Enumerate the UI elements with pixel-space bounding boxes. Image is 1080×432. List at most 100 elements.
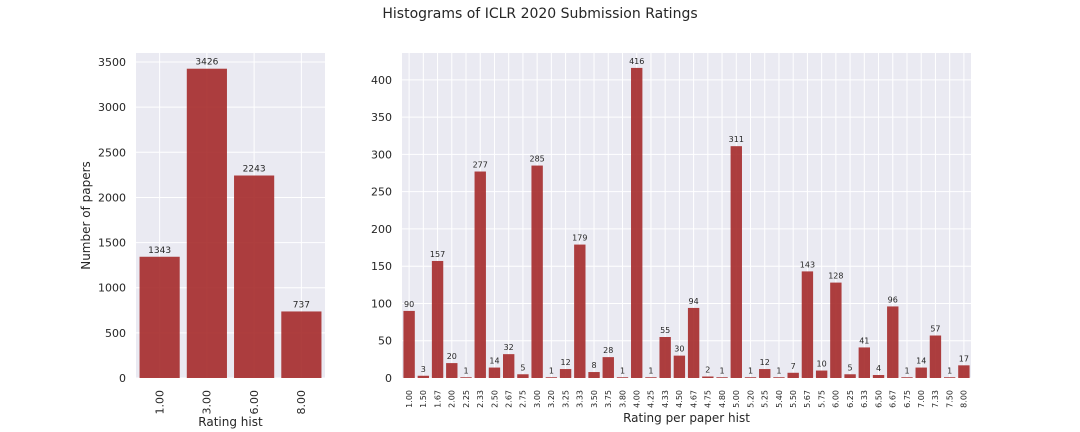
y-tick-label: 400 — [371, 74, 392, 87]
x-tick-label: 6.00 — [832, 390, 841, 408]
bar-value-label: 1343 — [148, 246, 171, 256]
x-tick-label: 2.00 — [448, 390, 457, 408]
bar — [844, 374, 856, 378]
x-tick-label: 2.33 — [476, 390, 485, 408]
bar — [730, 146, 742, 378]
bar — [460, 377, 472, 378]
bar — [588, 372, 600, 378]
bar-value-label: 94 — [689, 297, 699, 306]
y-tick-label: 250 — [371, 186, 392, 199]
bar-value-label: 96 — [888, 295, 898, 304]
bar-value-label: 12 — [760, 358, 770, 367]
bar — [673, 355, 686, 378]
x-tick-label: 6.33 — [860, 390, 869, 408]
bar — [887, 306, 899, 378]
bar-value-label: 5 — [848, 363, 853, 372]
bar-value-label: 10 — [817, 360, 827, 369]
bar — [602, 357, 614, 378]
bar-value-label: 1 — [463, 366, 468, 375]
x-tick-label: 1.00 — [405, 390, 414, 408]
bar-value-label: 1 — [748, 366, 753, 375]
bar — [488, 367, 501, 378]
y-tick-label: 1000 — [98, 282, 126, 295]
bar-value-label: 2243 — [243, 165, 266, 175]
bar — [574, 244, 586, 378]
bar — [716, 377, 728, 378]
x-tick-label: 1.67 — [433, 390, 442, 408]
y-tick-label: 100 — [371, 297, 392, 310]
x-tick-label: 3.20 — [547, 390, 556, 408]
bar-value-label: 4 — [876, 364, 881, 373]
x-tick-label: 5.20 — [746, 390, 755, 408]
x-tick-label: 3.25 — [561, 390, 570, 408]
x-tick-label: 3.50 — [590, 390, 599, 408]
bar-value-label: 5 — [520, 363, 525, 372]
bar — [446, 363, 458, 378]
y-tick-label: 150 — [371, 260, 392, 273]
x-tick-label: 2.67 — [504, 390, 513, 408]
bar-value-label: 3426 — [195, 58, 218, 68]
bar — [958, 365, 970, 378]
y-tick-label: 0 — [385, 372, 392, 385]
bar — [872, 375, 885, 378]
x-tick-label: 5.00 — [732, 390, 741, 408]
bar — [801, 271, 814, 378]
bar — [403, 310, 415, 378]
bar — [744, 377, 757, 378]
bar — [631, 67, 643, 378]
bar — [787, 372, 799, 378]
bar — [502, 354, 515, 378]
bar — [929, 335, 942, 378]
x-tick-label: 5.50 — [789, 390, 798, 408]
x-tick-label: 8.00 — [960, 390, 969, 408]
y-tick-label: 0 — [119, 372, 126, 385]
bar-value-label: 737 — [293, 300, 310, 310]
x-tick-label: 4.67 — [689, 390, 698, 408]
rating-hist-chart: 0 500 1000 1500 2000 2500 3000 3500 1343 1.00 3426… — [79, 53, 325, 429]
x-tick-label: 3.80 — [618, 390, 627, 408]
bar — [139, 256, 180, 378]
x-tick-label: 6.67 — [889, 390, 898, 408]
bar-value-label: 12 — [560, 358, 570, 367]
y-tick-label: 3500 — [98, 56, 126, 69]
bar — [281, 311, 322, 378]
bar — [773, 377, 785, 378]
x-tick-label: 8.00 — [295, 390, 308, 415]
x-tick-label: 4.50 — [675, 390, 684, 408]
y-axis-label: Number of papers — [79, 161, 93, 270]
bar-value-label: 1 — [947, 366, 952, 375]
bar — [517, 374, 529, 378]
y-tick-label: 50 — [378, 335, 392, 348]
bar-value-label: 416 — [629, 57, 644, 66]
x-tick-label: 3.33 — [576, 390, 585, 408]
bar — [431, 260, 444, 378]
x-tick-label: 7.33 — [931, 390, 940, 408]
y-tick-label: 200 — [371, 223, 392, 236]
bar — [943, 377, 956, 378]
y-tick-label: 500 — [105, 327, 126, 340]
x-tick-label: 1.50 — [419, 390, 428, 408]
bar-value-label: 30 — [674, 345, 684, 354]
bar-value-label: 1 — [904, 366, 909, 375]
bar-value-label: 3 — [421, 365, 426, 374]
bar-value-label: 90 — [404, 300, 414, 309]
figure-title: Histograms of ICLR 2020 Submission Ratin… — [382, 6, 698, 22]
bar — [559, 369, 572, 378]
bar — [417, 375, 430, 378]
x-tick-label: 4.75 — [704, 390, 713, 408]
x-tick-label: 3.75 — [604, 390, 613, 408]
bar — [234, 175, 275, 378]
bar-value-label: 32 — [504, 343, 514, 352]
x-axis-label: Rating hist — [198, 415, 263, 429]
x-tick-label: 6.50 — [874, 390, 883, 408]
y-tick-label: 2000 — [98, 191, 126, 204]
bar — [645, 377, 657, 378]
bar-value-label: 14 — [916, 357, 926, 366]
bar-value-label: 41 — [859, 336, 869, 345]
x-tick-label: 7.00 — [917, 390, 926, 408]
bar — [915, 367, 927, 378]
x-tick-label: 5.25 — [761, 390, 770, 408]
bar-value-label: 179 — [572, 234, 587, 243]
bar-value-label: 1 — [648, 366, 653, 375]
